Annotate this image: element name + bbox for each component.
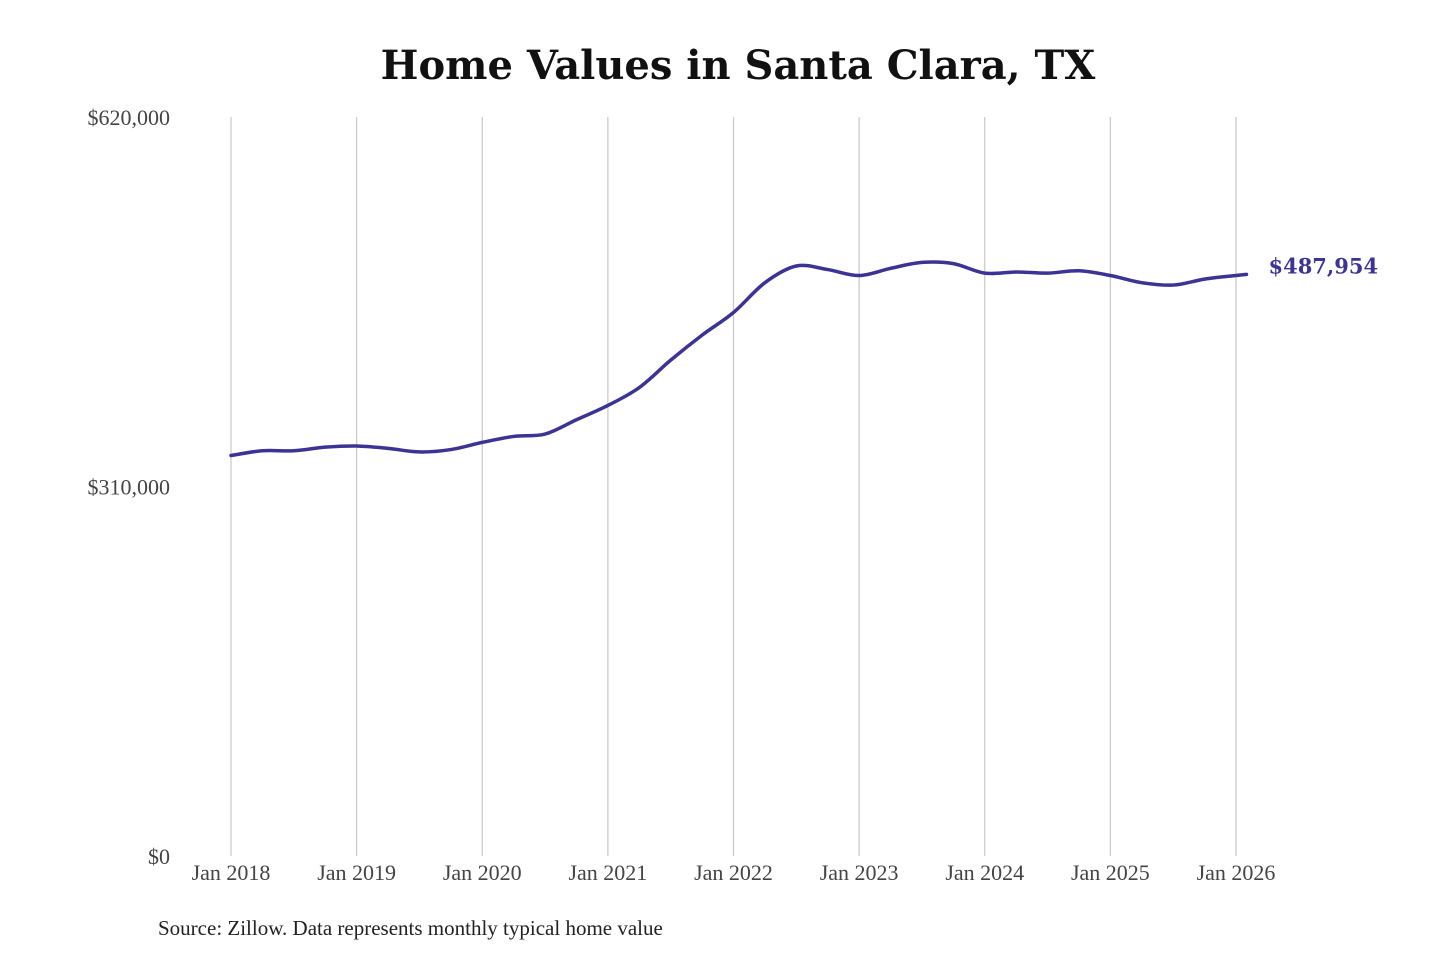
x-tick-label: Jan 2019 (317, 860, 396, 885)
source-note: Source: Zillow. Data represents monthly … (158, 916, 663, 940)
x-tick-label: Jan 2025 (1071, 860, 1150, 885)
x-tick-label: Jan 2018 (192, 860, 271, 885)
x-tick-label: Jan 2024 (945, 860, 1024, 885)
series-line (229, 260, 1249, 458)
x-tick-label: Jan 2020 (443, 860, 522, 885)
x-tick-label: Jan 2021 (568, 860, 647, 885)
x-tick-label: Jan 2022 (694, 860, 773, 885)
chart-title: Home Values in Santa Clara, TX (380, 42, 1096, 89)
y-tick-label: $620,000 (88, 105, 171, 130)
end-value-label: $487,954 (1268, 253, 1378, 278)
x-tick-label: Jan 2023 (820, 860, 899, 885)
x-tick-label: Jan 2026 (1197, 860, 1276, 885)
y-tick-label: $310,000 (88, 475, 171, 500)
y-tick-label: $0 (148, 844, 170, 869)
